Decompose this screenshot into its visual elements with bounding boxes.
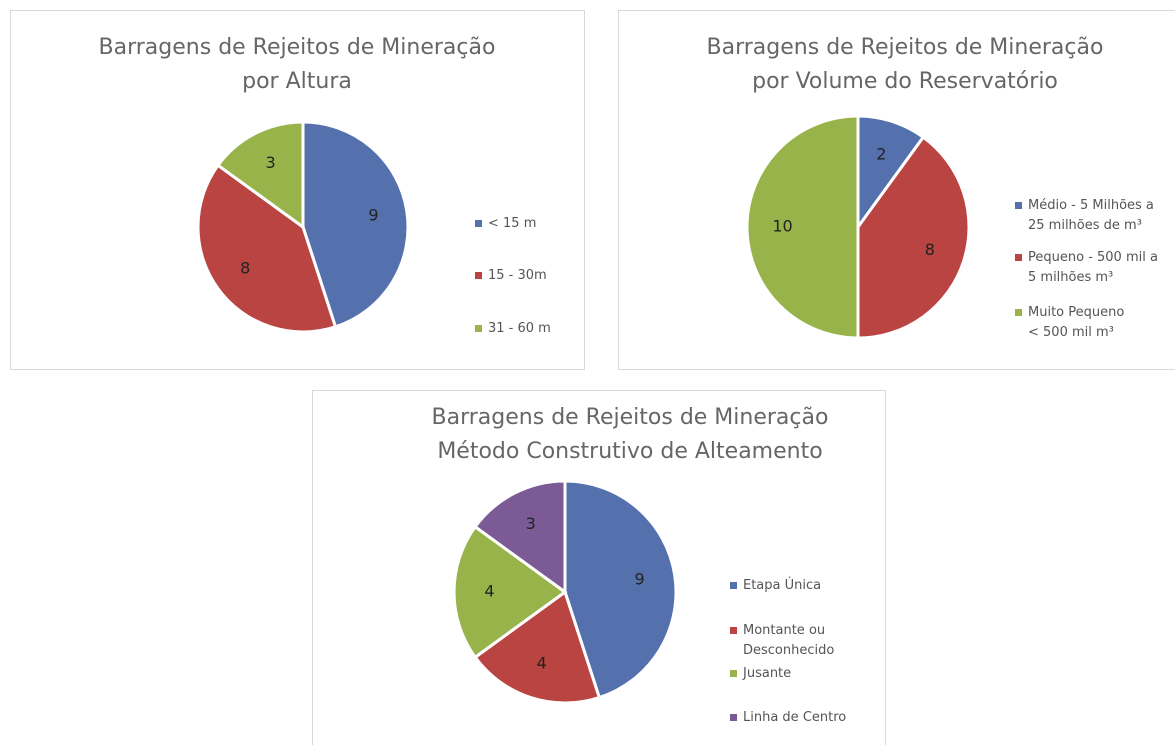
- text-line: Linha de Centro: [743, 710, 846, 725]
- text-line: 5 milhões m³: [1028, 270, 1113, 285]
- text-line: 31 - 60 m: [488, 321, 551, 336]
- pie-slice: [856, 135, 971, 340]
- legend-swatch: [475, 272, 482, 279]
- pie-slice: [452, 524, 568, 660]
- data-label: 10: [772, 217, 792, 236]
- text-line: Etapa Única: [743, 577, 821, 593]
- pie-slice: [196, 163, 338, 334]
- legend-label: Jusante: [742, 666, 791, 681]
- chart-title: Barragens de Rejeitos de Mineração por Al…: [99, 35, 496, 94]
- text-line: Barragens de Rejeitos de Mineração: [707, 35, 1104, 60]
- text-line: < 500 mil m³: [1028, 325, 1114, 340]
- legend-label: Linha de Centro: [743, 710, 846, 725]
- legend-swatch: [730, 582, 737, 589]
- legend-label: < 15 m: [488, 216, 536, 231]
- text-line: 15 - 30m: [488, 268, 547, 283]
- legend-swatch: [1015, 202, 1022, 209]
- text-line: Muito Pequeno: [1028, 305, 1124, 320]
- text-line: Método Construtivo de Alteamento: [437, 439, 822, 464]
- legend-label: Etapa Única: [743, 577, 821, 593]
- text-line: Montante ou: [743, 623, 825, 638]
- pie-slice: [473, 589, 602, 705]
- text-line: Barragens de Rejeitos de Mineração: [432, 405, 829, 430]
- text-line: Barragens de Rejeitos de Mineração: [99, 35, 496, 60]
- data-label: 3: [265, 153, 275, 172]
- legend-swatch: [475, 325, 482, 332]
- data-label: 9: [634, 570, 644, 589]
- pie-slice: [473, 479, 567, 595]
- chart-title: Barragens de Rejeitos de Mineração Método…: [432, 405, 829, 464]
- text-line: por Volume do Reservatório: [752, 69, 1058, 94]
- pie-slice: [563, 479, 678, 700]
- legend-label: 15 - 30m: [488, 268, 547, 283]
- chart-title: Barragens de Rejeitos de Mineração por Vo…: [707, 35, 1104, 94]
- pie-slice: [215, 120, 305, 230]
- text-line: por Altura: [242, 69, 352, 94]
- data-label: 3: [526, 514, 536, 533]
- legend-swatch: [475, 220, 482, 227]
- data-label: 4: [484, 582, 494, 601]
- legend-swatch: [1015, 254, 1022, 261]
- legend-label: Montante ou Desconhecido: [743, 623, 834, 658]
- text-line: Desconhecido: [743, 643, 834, 658]
- data-label: 8: [925, 240, 935, 259]
- text-line: 25 milhões de m³: [1028, 218, 1142, 233]
- text-line: Pequeno - 500 mil a: [1028, 250, 1158, 265]
- text-line: < 15 m: [488, 216, 536, 231]
- pie-slice: [301, 120, 410, 329]
- data-label: 4: [537, 653, 547, 672]
- legend-label: 31 - 60 m: [488, 321, 551, 336]
- data-label: 2: [876, 145, 886, 164]
- legend-swatch: [1015, 309, 1022, 316]
- pie-slice: [745, 114, 860, 340]
- legend-swatch: [730, 714, 737, 721]
- data-label: 8: [240, 258, 250, 277]
- legend-label: Pequeno - 500 mil a 5 milhões m³: [1028, 250, 1158, 285]
- legend-label: Médio - 5 Milhões a 25 milhões de m³: [1028, 198, 1154, 233]
- text-line: Médio - 5 Milhões a: [1028, 198, 1154, 213]
- data-label: 9: [368, 205, 378, 224]
- legend-swatch: [730, 627, 737, 634]
- legend-swatch: [730, 670, 737, 677]
- text-line: Jusante: [742, 666, 791, 681]
- legend-label: Muito Pequeno < 500 mil m³: [1028, 305, 1124, 340]
